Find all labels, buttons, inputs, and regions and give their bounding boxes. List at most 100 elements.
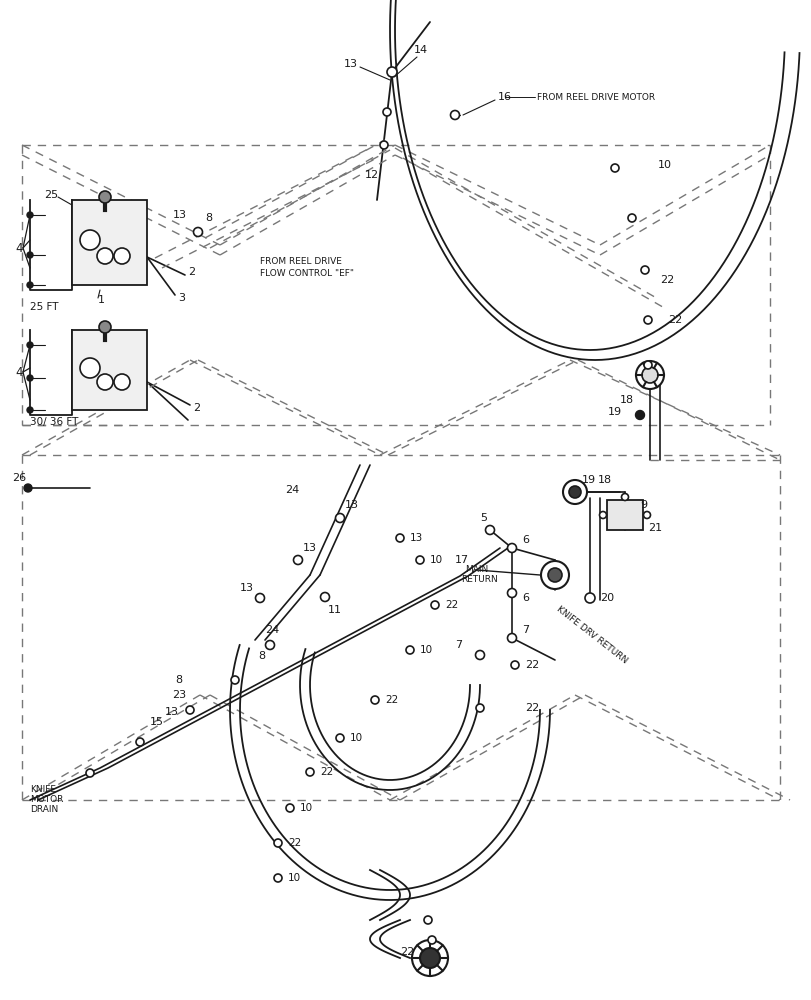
Text: FROM REEL DRIVE: FROM REEL DRIVE <box>260 257 341 266</box>
Circle shape <box>293 556 303 564</box>
Text: FLOW CONTROL "EF": FLOW CONTROL "EF" <box>260 268 354 277</box>
Text: 22: 22 <box>384 695 397 705</box>
Circle shape <box>97 248 113 264</box>
Text: 1: 1 <box>98 295 105 305</box>
Text: 2: 2 <box>193 403 200 413</box>
Text: 11: 11 <box>328 605 341 615</box>
Circle shape <box>423 916 431 924</box>
Text: 22: 22 <box>659 275 673 285</box>
Circle shape <box>27 282 33 288</box>
Text: KNIFE DRV RETURN: KNIFE DRV RETURN <box>554 605 629 665</box>
Text: FROM REEL DRIVE MOTOR: FROM REEL DRIVE MOTOR <box>536 93 654 102</box>
Text: 19: 19 <box>581 475 595 485</box>
Circle shape <box>24 484 32 492</box>
Text: 13: 13 <box>344 59 358 69</box>
Text: 8: 8 <box>175 675 182 685</box>
FancyBboxPatch shape <box>607 500 642 530</box>
Circle shape <box>320 592 329 601</box>
Circle shape <box>584 593 594 603</box>
Text: 13: 13 <box>410 533 423 543</box>
Text: 15: 15 <box>150 717 164 727</box>
Text: 13: 13 <box>303 543 316 553</box>
Text: 8: 8 <box>258 651 265 661</box>
Circle shape <box>387 67 397 77</box>
Text: 6: 6 <box>521 535 528 545</box>
Text: 23: 23 <box>172 690 186 700</box>
Circle shape <box>411 940 448 976</box>
Circle shape <box>114 248 130 264</box>
Circle shape <box>485 526 494 534</box>
Circle shape <box>255 593 264 602</box>
Text: 25 FT: 25 FT <box>30 302 58 312</box>
Text: 30/ 36 FT: 30/ 36 FT <box>30 417 79 427</box>
Text: 4: 4 <box>15 241 23 254</box>
Text: 17: 17 <box>454 555 469 565</box>
Circle shape <box>335 514 344 522</box>
Circle shape <box>569 486 581 498</box>
Text: 18: 18 <box>620 395 633 405</box>
Circle shape <box>635 361 663 389</box>
Text: 10: 10 <box>350 733 363 743</box>
Circle shape <box>86 769 94 777</box>
Text: 5: 5 <box>479 513 487 523</box>
Text: 9: 9 <box>639 500 646 510</box>
Text: 22: 22 <box>320 767 333 777</box>
Text: 10: 10 <box>419 645 432 655</box>
Circle shape <box>547 568 561 582</box>
Circle shape <box>27 375 33 381</box>
Circle shape <box>97 374 113 390</box>
Circle shape <box>431 601 439 609</box>
Circle shape <box>99 191 111 203</box>
Text: 10: 10 <box>657 160 672 170</box>
Text: 12: 12 <box>365 170 379 180</box>
Text: 13: 13 <box>240 583 254 593</box>
Text: RETURN: RETURN <box>461 576 497 584</box>
Circle shape <box>371 696 379 704</box>
Circle shape <box>383 108 391 116</box>
Text: 4: 4 <box>15 365 23 378</box>
Text: 26: 26 <box>12 473 26 483</box>
Text: 24: 24 <box>285 485 299 495</box>
Circle shape <box>642 512 650 518</box>
Text: 22: 22 <box>525 660 539 670</box>
Circle shape <box>599 512 606 518</box>
FancyBboxPatch shape <box>72 200 147 285</box>
Text: 14: 14 <box>414 45 427 55</box>
Text: DRAIN: DRAIN <box>30 805 58 814</box>
Circle shape <box>135 738 144 746</box>
Text: 18: 18 <box>597 475 611 485</box>
Circle shape <box>396 534 404 542</box>
Circle shape <box>285 804 294 812</box>
Text: 7: 7 <box>521 625 529 635</box>
Circle shape <box>27 212 33 218</box>
Circle shape <box>510 661 518 669</box>
Text: 2: 2 <box>188 267 195 277</box>
Text: 3: 3 <box>178 293 185 303</box>
Circle shape <box>27 342 33 348</box>
Circle shape <box>80 230 100 250</box>
Text: 13: 13 <box>173 210 187 220</box>
Circle shape <box>507 588 516 597</box>
Text: 10: 10 <box>299 803 313 813</box>
FancyBboxPatch shape <box>72 330 147 410</box>
Circle shape <box>643 316 651 324</box>
Circle shape <box>415 556 423 564</box>
Text: MAIN: MAIN <box>465 566 487 574</box>
Text: KNIFE: KNIFE <box>30 786 56 794</box>
Circle shape <box>475 650 484 660</box>
Text: MOTOR: MOTOR <box>30 795 63 804</box>
Text: 8: 8 <box>204 213 212 223</box>
Text: 22: 22 <box>667 315 681 325</box>
Text: 10: 10 <box>288 873 301 883</box>
Text: 20: 20 <box>599 593 613 603</box>
Circle shape <box>610 164 618 172</box>
Text: 13: 13 <box>345 500 358 510</box>
Circle shape <box>507 634 516 642</box>
Circle shape <box>620 493 628 500</box>
Circle shape <box>273 874 281 882</box>
Text: 19: 19 <box>607 407 621 417</box>
Circle shape <box>380 141 388 149</box>
Circle shape <box>419 948 440 968</box>
Circle shape <box>306 768 314 776</box>
Text: 25: 25 <box>44 190 58 200</box>
